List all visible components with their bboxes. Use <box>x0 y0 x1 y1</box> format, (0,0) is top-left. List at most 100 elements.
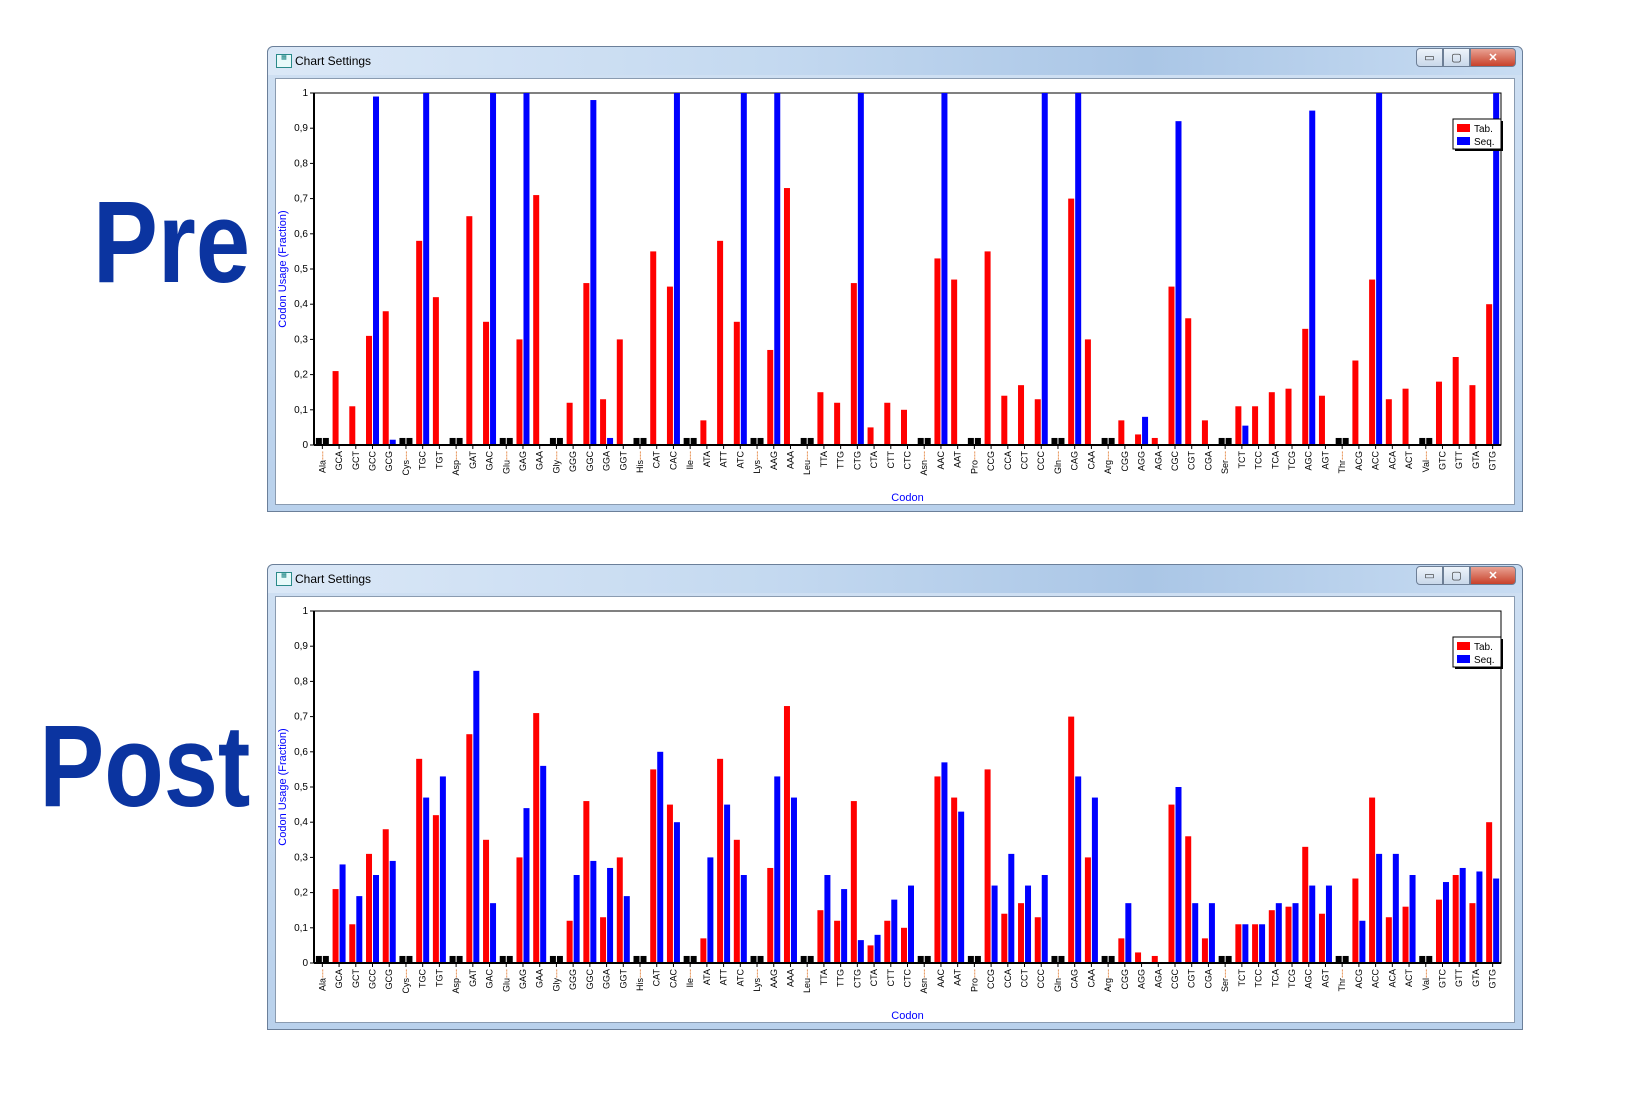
chart-window-pre: ▦ Chart Settings ▭ ▢ ✕ 0 0,1 0,2 0,3 0,4 0,5 0… <box>267 46 1523 512</box>
separator-bar <box>1419 437 1426 445</box>
bar-tab <box>516 339 523 445</box>
bar-seq <box>1376 853 1383 963</box>
bar-tab <box>1185 836 1192 963</box>
x-tick-label: GCA <box>334 451 344 471</box>
separator-bar <box>556 955 563 963</box>
x-tick-label: GCT <box>351 969 361 989</box>
bar-seq <box>356 896 363 963</box>
bar-seq <box>1041 875 1048 963</box>
bar-tab <box>717 758 724 963</box>
x-tick-label: TGC <box>418 969 428 988</box>
separator-bar <box>549 437 556 445</box>
separator-bar <box>917 437 924 445</box>
bar-tab <box>867 427 874 445</box>
x-tick-label: CGT <box>1187 451 1197 471</box>
bar-tab <box>1285 388 1292 445</box>
x-tick-label: TTG <box>836 451 846 469</box>
legend-label: Tab. <box>1474 124 1493 135</box>
chart-window-post: ▦ Chart Settings ▭ ▢ ✕ 0 0,1 0,2 0,3 0,4 0,5 0… <box>267 564 1523 1030</box>
separator-bar <box>315 955 322 963</box>
legend-swatch <box>1457 655 1470 663</box>
bar-tab <box>600 917 607 963</box>
y-tick-label: 0,4 <box>294 817 308 828</box>
x-tick-label: GTT <box>1454 969 1464 987</box>
bar-seq <box>473 670 480 963</box>
separator-bar <box>683 437 690 445</box>
x-tick-label: GTG <box>1488 451 1498 471</box>
x-tick-label: GTG <box>1488 969 1498 989</box>
bar-seq <box>373 96 380 445</box>
bar-tab <box>1001 913 1008 963</box>
x-tick-label: ATA <box>702 969 712 985</box>
minimize-button[interactable]: ▭ <box>1416 48 1443 67</box>
close-button[interactable]: ✕ <box>1470 566 1516 585</box>
minimize-button[interactable]: ▭ <box>1416 566 1443 585</box>
bar-tab <box>1352 878 1359 963</box>
y-tick-label: 0,5 <box>294 264 308 275</box>
app-icon: ▦ <box>276 572 292 586</box>
y-tick-label: 0,7 <box>294 712 308 723</box>
separator-bar <box>967 437 974 445</box>
separator-bar <box>974 437 981 445</box>
bar-tab <box>884 920 891 963</box>
separator-bar <box>633 955 640 963</box>
maximize-button[interactable]: ▢ <box>1443 566 1470 585</box>
x-tick-label: Glu--- <box>501 451 511 474</box>
bar-tab <box>984 251 991 445</box>
bar-tab <box>332 371 339 445</box>
x-tick-label: Pro--- <box>969 451 979 474</box>
separator-bar <box>1051 437 1058 445</box>
x-tick-label: Cys--- <box>401 969 411 994</box>
x-tick-label: AAT <box>953 451 963 468</box>
bar-seq <box>891 899 898 963</box>
bar-seq <box>1091 797 1098 963</box>
separator-bar <box>1058 437 1065 445</box>
separator-bar <box>1225 437 1232 445</box>
x-tick-label: GGG <box>568 451 578 472</box>
x-tick-label: GAC <box>485 969 495 989</box>
bar-tab <box>466 734 473 963</box>
bar-tab <box>566 402 573 445</box>
x-tick-label: GGC <box>585 451 595 472</box>
x-tick-label: CGC <box>1170 969 1180 990</box>
x-tick-label: GGT <box>618 450 628 470</box>
bar-tab <box>767 349 774 445</box>
title-bar[interactable]: ▦ Chart Settings ▭ ▢ ✕ <box>268 47 1522 75</box>
bar-seq <box>1175 121 1182 445</box>
bar-tab <box>382 311 389 445</box>
title-bar[interactable]: ▦ Chart Settings ▭ ▢ ✕ <box>268 565 1522 593</box>
x-tick-label: TCT <box>1237 451 1247 469</box>
x-tick-label: GCC <box>368 969 378 990</box>
x-tick-label: AGG <box>1137 451 1147 471</box>
x-tick-label: AAC <box>936 969 946 988</box>
bar-seq <box>540 765 547 963</box>
x-tick-label: GCG <box>384 451 394 472</box>
bar-tab <box>666 804 673 963</box>
bar-tab <box>432 815 439 963</box>
x-tick-label: ATT <box>719 451 729 468</box>
maximize-button[interactable]: ▢ <box>1443 48 1470 67</box>
bar-tab <box>583 801 590 963</box>
bar-seq <box>1075 776 1082 963</box>
separator-bar <box>315 437 322 445</box>
bar-tab <box>466 216 473 445</box>
bar-tab <box>733 321 740 445</box>
bar-tab <box>951 279 958 445</box>
x-tick-label: ACG <box>1354 451 1364 471</box>
x-tick-label: AGA <box>1153 451 1163 470</box>
bar-tab <box>1135 434 1142 445</box>
x-tick-label: CAT <box>652 451 662 469</box>
x-tick-label: Thr--- <box>1337 451 1347 474</box>
x-tick-label: CGC <box>1170 451 1180 472</box>
separator-bar <box>499 955 506 963</box>
x-tick-label: Asp--- <box>451 451 461 476</box>
bar-seq <box>490 93 497 445</box>
bar-tab <box>1168 286 1175 445</box>
close-button[interactable]: ✕ <box>1470 48 1516 67</box>
x-tick-label: AAT <box>953 969 963 986</box>
separator-bar <box>757 437 764 445</box>
bar-tab <box>1369 797 1376 963</box>
y-tick-label: 0 <box>302 958 308 969</box>
y-tick-label: 0,9 <box>294 123 308 134</box>
x-tick-label: GAG <box>518 451 528 471</box>
